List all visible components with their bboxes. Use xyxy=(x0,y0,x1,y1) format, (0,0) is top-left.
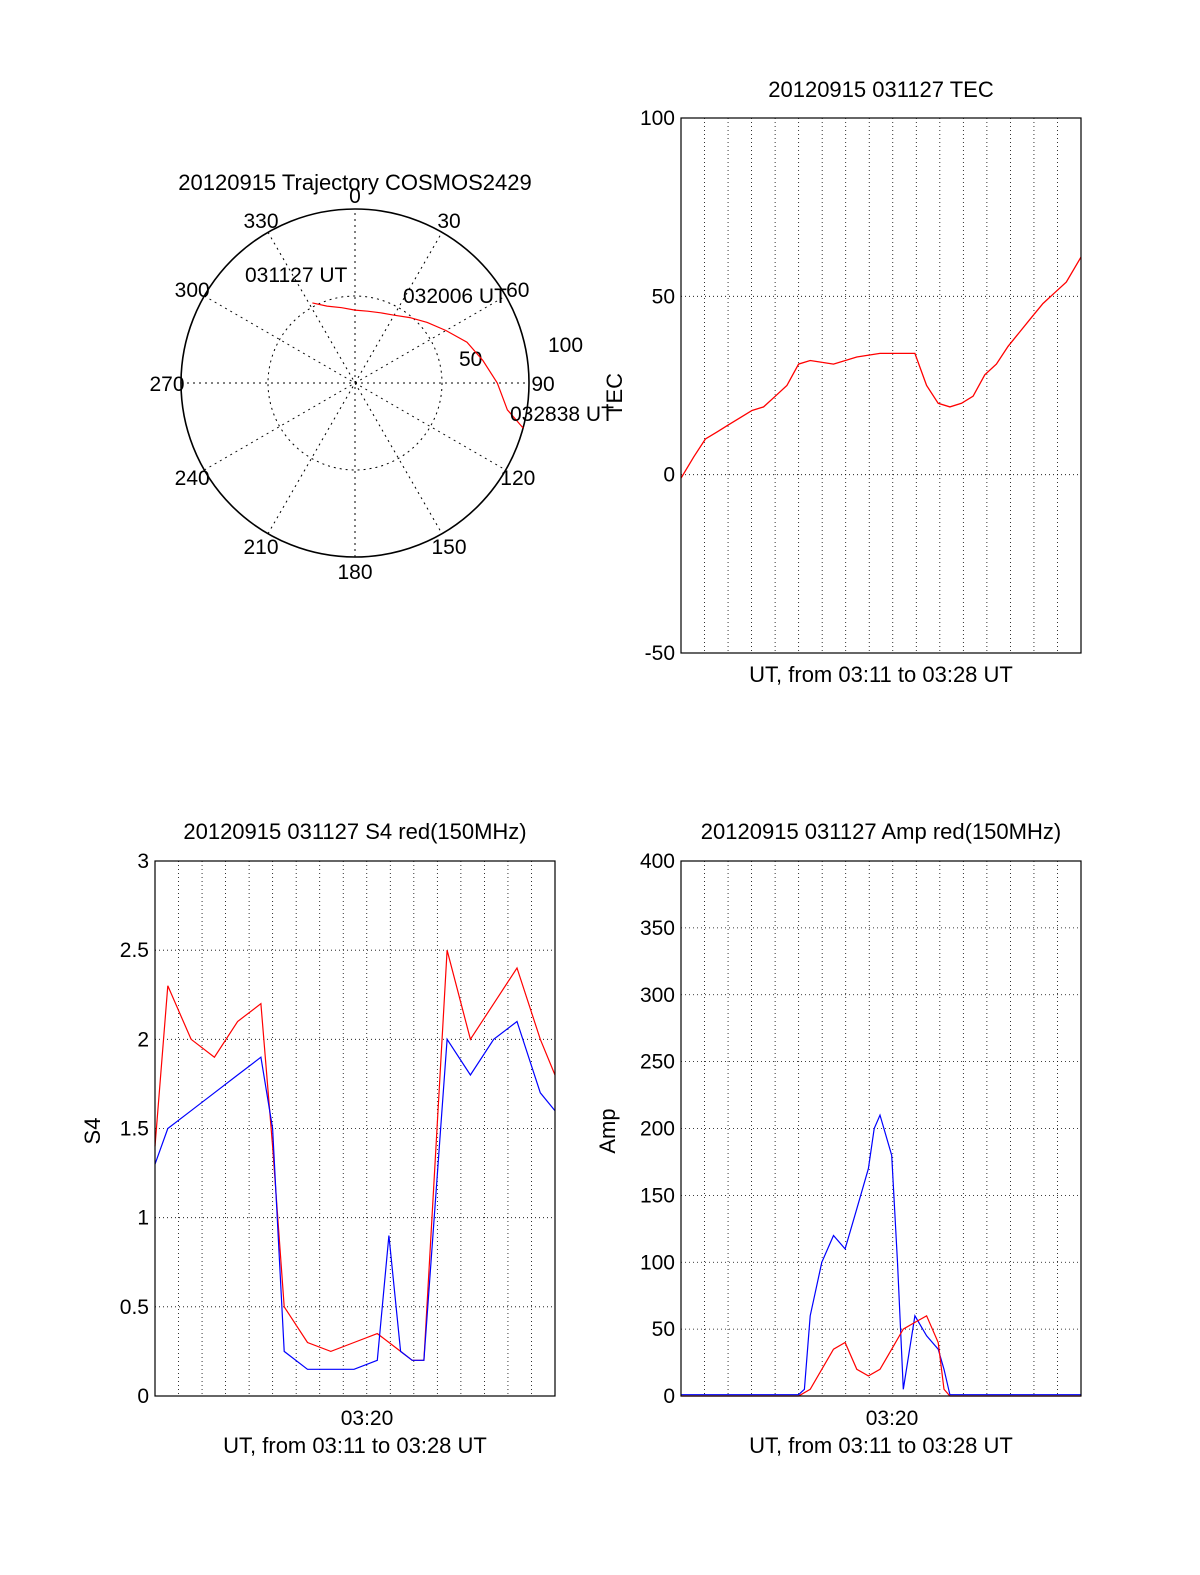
polar-annotation-end: 032838 UT xyxy=(510,403,614,426)
s4-blue-series-line xyxy=(154,1020,556,1370)
s4-y-tick-label: 3 xyxy=(137,850,149,873)
tec-y-tick-label: 50 xyxy=(652,285,675,308)
tec-grid xyxy=(681,117,1081,654)
polar-azimuth-label: 210 xyxy=(243,536,278,559)
polar-radial-label-100: 100 xyxy=(548,334,583,357)
polar-azimuth-label: 120 xyxy=(500,467,535,490)
s4-y-ticks: 0 0.5 1 1.5 2 2.5 3 xyxy=(120,850,149,1408)
amp-y-tick-label: 300 xyxy=(640,984,675,1007)
s4-y-tick-label: 0 xyxy=(137,1385,149,1408)
amp-y-ticks: 0 50 100 150 200 250 300 350 400 xyxy=(640,850,675,1408)
amp-y-tick-label: 250 xyxy=(640,1051,675,1074)
amp-title: 20120915 031127 Amp red(150MHz) xyxy=(701,819,1061,844)
s4-x-label: UT, from 03:11 to 03:28 UT xyxy=(223,1433,487,1458)
polar-ring-50 xyxy=(267,295,443,471)
tec-title: 20120915 031127 TEC xyxy=(768,77,994,102)
polar-azimuth-label: 30 xyxy=(437,210,460,233)
tec-series-line xyxy=(680,256,1082,479)
amp-y-tick-label: 150 xyxy=(640,1184,675,1207)
polar-azimuth-label: 90 xyxy=(531,373,554,396)
s4-y-tick-label: 1 xyxy=(137,1207,149,1230)
tec-y-tick-label: 0 xyxy=(663,464,675,487)
polar-azimuth-label: 240 xyxy=(175,467,210,490)
s4-y-label: S4 xyxy=(80,1118,105,1145)
amp-x-label: UT, from 03:11 to 03:28 UT xyxy=(749,1433,1013,1458)
tec-y-tick-label: -50 xyxy=(645,642,675,665)
amp-y-tick-label: 350 xyxy=(640,917,675,940)
amp-y-tick-label: 0 xyxy=(663,1385,675,1408)
tec-panel: 20120915 031127 TEC -50 0 50 100 UT, from 0… xyxy=(602,77,1082,687)
polar-azimuth-label: 60 xyxy=(506,279,529,302)
polar-spoke xyxy=(267,232,443,534)
s4-grid xyxy=(155,860,555,1397)
tec-y-ticks: -50 0 50 100 xyxy=(640,107,675,665)
s4-panel: 20120915 031127 S4 red(150MHz) 0 0.5 1 1.5 2… xyxy=(80,819,556,1458)
amp-panel: 20120915 031127 Amp red(150MHz) 0 50 100 15… xyxy=(595,819,1082,1458)
polar-trajectory-line xyxy=(312,302,524,429)
polar-panel: 20120915 Trajectory COSMOS2429 0 30 60 90 12… xyxy=(149,170,614,584)
polar-azimuth-label: 180 xyxy=(337,561,372,584)
polar-azimuth-label: 330 xyxy=(243,210,278,233)
amp-grid xyxy=(681,860,1081,1397)
polar-annotation-start: 031127 UT xyxy=(245,264,348,287)
s4-y-tick-label: 1.5 xyxy=(120,1118,149,1141)
amp-red-series-line xyxy=(681,1314,1081,1397)
tec-y-tick-label: 100 xyxy=(640,107,675,130)
polar-azimuth-label: 270 xyxy=(149,373,184,396)
s4-y-tick-label: 2.5 xyxy=(120,939,149,962)
s4-x-tick-label: 03:20 xyxy=(341,1407,394,1430)
s4-plot-frame xyxy=(154,860,556,1397)
polar-azimuth-label: 300 xyxy=(175,279,210,302)
amp-y-tick-label: 200 xyxy=(640,1118,675,1141)
polar-azimuth-label: 150 xyxy=(431,536,466,559)
amp-x-tick-label: 03:20 xyxy=(866,1407,919,1430)
tec-plot-frame xyxy=(680,117,1082,654)
tec-x-label: UT, from 03:11 to 03:28 UT xyxy=(749,662,1013,687)
amp-y-label: Amp xyxy=(595,1108,620,1153)
s4-y-tick-label: 2 xyxy=(137,1028,149,1051)
polar-azimuth-labels: 0 30 60 90 120 150 180 210 240 270 300 330 xyxy=(149,185,554,584)
polar-title: 20120915 Trajectory COSMOS2429 xyxy=(178,170,531,195)
polar-annotation-mid: 032006 UT xyxy=(403,285,507,308)
polar-azimuth-label: 0 xyxy=(349,185,361,208)
amp-blue-series-line xyxy=(681,1113,1081,1396)
s4-y-tick-label: 0.5 xyxy=(120,1296,149,1319)
polar-radial-label-50: 50 xyxy=(459,348,482,371)
s4-title: 20120915 031127 S4 red(150MHz) xyxy=(183,819,526,844)
s4-red-series-line xyxy=(154,950,556,1361)
amp-y-tick-label: 400 xyxy=(640,850,675,873)
tec-y-label: TEC xyxy=(602,373,627,417)
amp-plot-frame xyxy=(680,860,1082,1397)
amp-y-tick-label: 100 xyxy=(640,1251,675,1274)
amp-y-tick-label: 50 xyxy=(652,1318,675,1341)
polar-grid xyxy=(180,208,530,558)
